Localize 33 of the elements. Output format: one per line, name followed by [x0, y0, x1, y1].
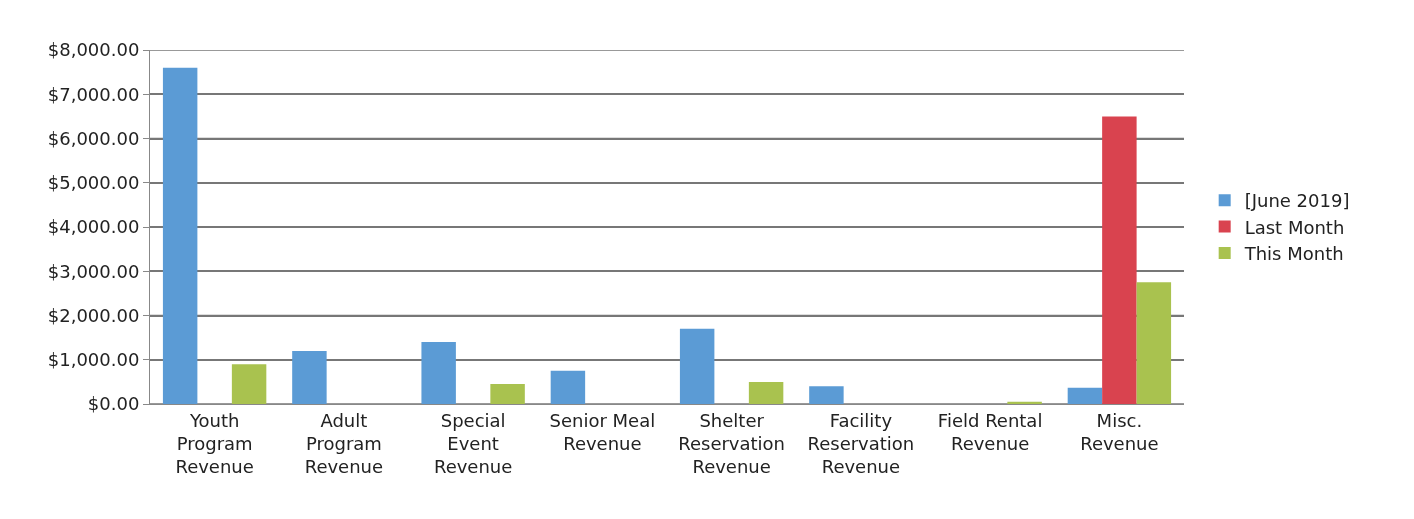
y-tick-label: $3,000.00 — [47, 260, 140, 282]
x-tick-label: Facility Reservation Revenue — [807, 409, 915, 478]
bar — [1136, 282, 1172, 404]
legend-label: [June 2019] — [1244, 190, 1350, 212]
legend-label: Last Month — [1244, 216, 1345, 238]
bar — [1067, 387, 1103, 404]
bar — [1102, 116, 1137, 404]
bar — [162, 67, 198, 404]
bar — [679, 328, 715, 404]
x-tick-label: Senior Meal Revenue — [549, 409, 656, 454]
x-tick-label: Misc. Revenue — [1080, 409, 1159, 454]
bar — [421, 342, 456, 404]
x-tick-label: Youth Program Revenue — [175, 409, 254, 478]
bar — [231, 364, 267, 404]
y-tick-label: $7,000.00 — [47, 83, 140, 105]
y-tick-label: $4,000.00 — [47, 216, 140, 238]
bar — [748, 381, 784, 404]
bar — [292, 350, 327, 404]
bar — [809, 386, 844, 404]
x-tick-label: Special Event Revenue — [433, 409, 513, 478]
y-tick-label: $1,000.00 — [47, 349, 140, 371]
y-tick-label: $2,000.00 — [47, 304, 140, 326]
x-tick-label: Shelter Reservation Revenue — [678, 409, 786, 478]
x-tick-label: Adult Program Revenue — [304, 409, 384, 478]
bar — [490, 384, 525, 404]
bar — [550, 370, 586, 404]
x-tick-label: Field Rental Revenue — [937, 409, 1043, 454]
y-tick-label: $0.00 — [87, 393, 140, 415]
y-tick-label: $5,000.00 — [47, 172, 140, 194]
legend-label: This Month — [1243, 243, 1344, 265]
bar — [1007, 401, 1042, 404]
y-tick-label: $8,000.00 — [47, 39, 140, 61]
y-tick-label: $6,000.00 — [47, 127, 140, 149]
